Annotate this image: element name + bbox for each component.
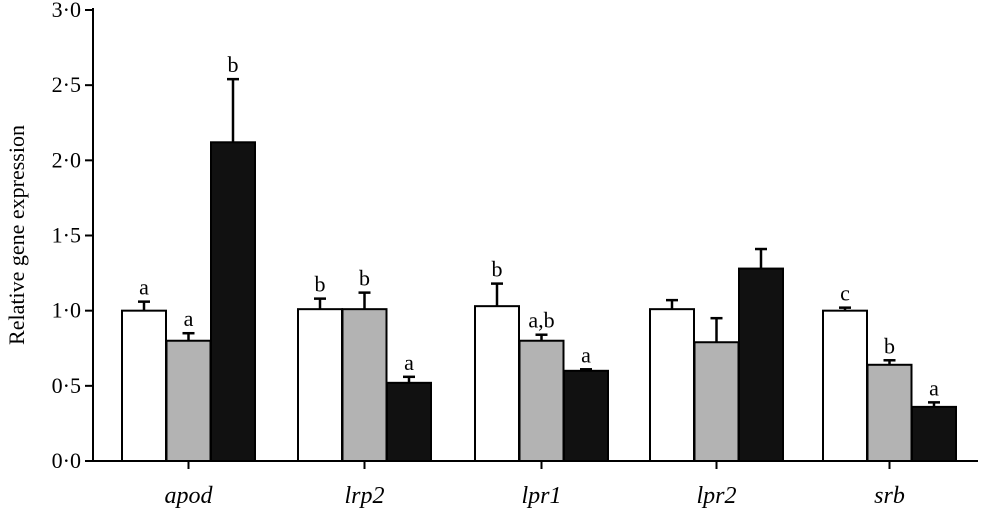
bar — [297, 308, 343, 462]
y-tick-label: 0·5 — [52, 373, 81, 398]
significance-label: a — [929, 375, 939, 400]
bar — [911, 405, 957, 463]
y-axis-title: Relative gene expression — [4, 125, 29, 345]
y-tick-label: 1·0 — [52, 298, 81, 323]
category-label: apod — [165, 483, 214, 509]
significance-label: a — [581, 342, 591, 367]
category-label: lpr1 — [521, 483, 561, 509]
bar — [121, 309, 167, 462]
significance-label: a — [404, 350, 414, 375]
y-tick-label: 2·0 — [52, 147, 81, 172]
y-tick-label: 2·5 — [52, 72, 81, 97]
bar — [563, 369, 609, 462]
significance-label: a — [184, 306, 194, 331]
bar — [474, 305, 520, 463]
plot-area: 0·0 0·5 1·0 1·5 2·0 2·5 3·0 a a b apod b b a lrp2 b a,b a… — [52, 0, 978, 509]
significance-label: b — [315, 272, 326, 297]
bar — [649, 308, 695, 462]
y-tick-label: 1·5 — [52, 223, 81, 248]
category-label: lpr2 — [696, 483, 736, 509]
significance-label: b — [228, 52, 239, 77]
bar — [518, 339, 565, 463]
significance-label: c — [840, 281, 850, 306]
category-label: srb — [874, 483, 905, 509]
bar — [738, 267, 784, 462]
y-tick-label: 0·0 — [52, 448, 81, 473]
significance-label: b — [884, 333, 895, 358]
significance-label: b — [359, 266, 370, 291]
bar — [693, 341, 740, 462]
bar — [165, 339, 212, 463]
y-tick-label: 3·0 — [52, 0, 81, 22]
bar — [866, 363, 913, 462]
significance-label: a,b — [528, 308, 554, 333]
bar — [341, 308, 388, 462]
significance-label: b — [492, 257, 503, 282]
significance-label: a — [139, 275, 149, 300]
category-label: lrp2 — [344, 483, 384, 509]
bar — [386, 381, 432, 462]
bar — [822, 309, 868, 462]
bar — [210, 141, 256, 462]
